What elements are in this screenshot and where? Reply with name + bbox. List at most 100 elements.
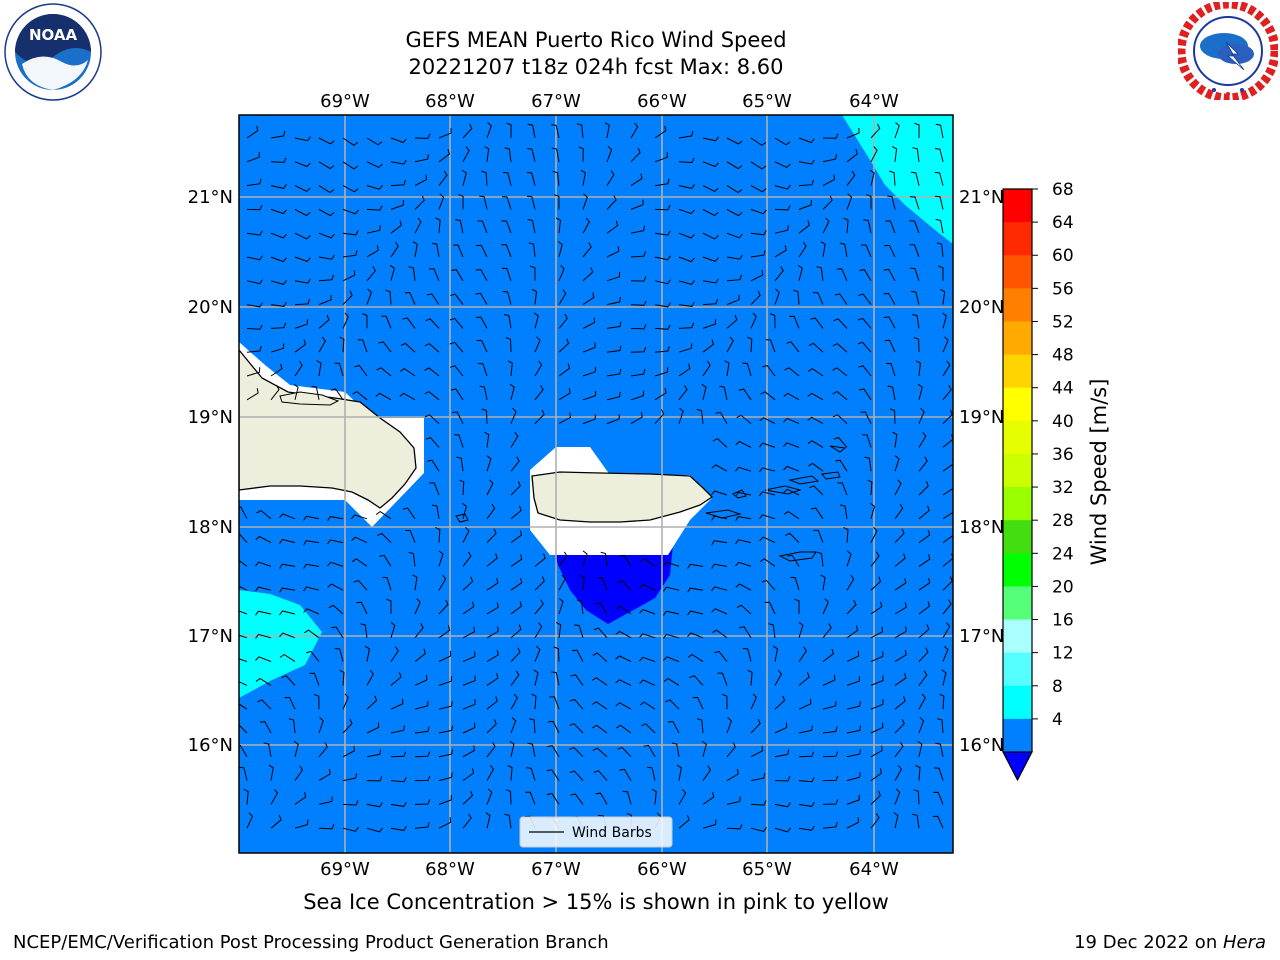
wind-barb (918, 670, 928, 686)
wind-barb (846, 772, 861, 782)
wind-barb (846, 794, 860, 805)
wind-barb (822, 821, 838, 829)
wind-barb (438, 701, 453, 710)
wind-barb (654, 255, 671, 261)
wind-barb (702, 208, 719, 217)
wind-barb (846, 701, 861, 710)
wind-barb (484, 431, 490, 448)
wind-barb (362, 313, 368, 329)
wind-barb (375, 510, 392, 520)
wind-barb (663, 586, 680, 592)
longitude-label: 68°W (425, 859, 475, 880)
wind-barb (408, 551, 416, 567)
wind-barb (239, 745, 248, 758)
colorbar-frame (1002, 188, 1033, 752)
wind-barb (726, 824, 743, 830)
land-anguilla (829, 445, 847, 453)
wind-barb (426, 293, 440, 305)
wind-barb (462, 502, 467, 519)
wind-barb (390, 777, 407, 783)
wind-barb (858, 365, 872, 377)
wind-barb (582, 414, 596, 425)
wind-barb (481, 408, 488, 424)
longitude-label: 64°W (849, 91, 899, 112)
wind-barb (435, 217, 441, 234)
wind-barb (438, 749, 453, 758)
wind-barb (822, 174, 836, 187)
wind-barb (547, 745, 560, 758)
wind-barb (510, 670, 520, 686)
wind-barb (270, 814, 282, 829)
wind-barb (366, 776, 383, 782)
wind-barb (294, 232, 311, 240)
wind-barb (334, 648, 344, 662)
legend-label: Wind Barbs (572, 825, 652, 841)
wind-barb (843, 217, 849, 234)
wind-barb (712, 438, 728, 448)
wind-barb (654, 367, 669, 377)
wind-barb (576, 123, 584, 139)
wind-barb (256, 509, 272, 520)
wind-barb (239, 610, 248, 615)
wind-barb (390, 621, 396, 638)
wind-barb (911, 314, 920, 329)
wind-barb (846, 817, 860, 829)
wind-barb (870, 146, 878, 163)
wind-barb (884, 244, 896, 258)
wind-barb (663, 656, 680, 663)
wind-barb (390, 137, 407, 144)
land-tortuga (279, 391, 340, 406)
wind-barb (894, 479, 902, 496)
wind-barb (863, 219, 872, 234)
wind-barb (414, 822, 430, 829)
wind-barb (462, 790, 474, 805)
wind-barb (654, 387, 667, 401)
colorbar-tick-label: 4 (1052, 710, 1063, 730)
wind-barb (366, 288, 372, 305)
wind-barb (438, 193, 445, 210)
wind-barb (484, 146, 490, 162)
wind-barb (526, 148, 536, 162)
wind-barbs-layer (239, 122, 953, 833)
wind-barb (726, 254, 743, 260)
wind-barb (462, 601, 475, 615)
colorbar-tick-label: 12 (1052, 644, 1074, 664)
wind-barb (651, 788, 657, 805)
wind-barb (665, 699, 680, 710)
wind-barb (798, 825, 815, 831)
wind-barb (864, 456, 872, 472)
wind-barb (351, 514, 368, 520)
footer-date-text: 19 Dec 2022 on (1074, 932, 1223, 953)
wind-barb (402, 317, 416, 329)
wind-barb (556, 622, 562, 638)
wind-barb (239, 559, 248, 567)
wind-barb (630, 346, 647, 353)
wind-barb (883, 268, 896, 282)
wind-barb (402, 507, 416, 520)
wind-barb (279, 538, 296, 544)
wind-barb (702, 319, 716, 329)
wind-barb (894, 122, 900, 139)
wind-barb (870, 675, 884, 686)
wind-barb (510, 481, 521, 496)
wind-barb (616, 724, 632, 734)
footer-credit: NCEP/EMC/Verification Post Processing Pr… (13, 932, 609, 953)
sea-ice-caption: Sea Ice Concentration > 15% is shown in … (303, 890, 889, 914)
wind-barb (303, 563, 320, 569)
wind-barb (450, 388, 464, 401)
wind-barb (239, 506, 248, 520)
wind-barb (750, 745, 764, 758)
wind-barb (366, 184, 383, 190)
wind-barb (640, 558, 656, 567)
longitude-label: 69°W (320, 859, 370, 880)
wind-barb (360, 623, 368, 638)
wind-barb (279, 610, 296, 616)
wind-barb (726, 769, 739, 782)
wind-barb (702, 136, 719, 142)
wind-barb (342, 250, 358, 258)
wind-barb (438, 550, 444, 567)
wind-barb (769, 313, 776, 329)
wind-barb (918, 647, 929, 662)
wind-barb (615, 655, 632, 663)
